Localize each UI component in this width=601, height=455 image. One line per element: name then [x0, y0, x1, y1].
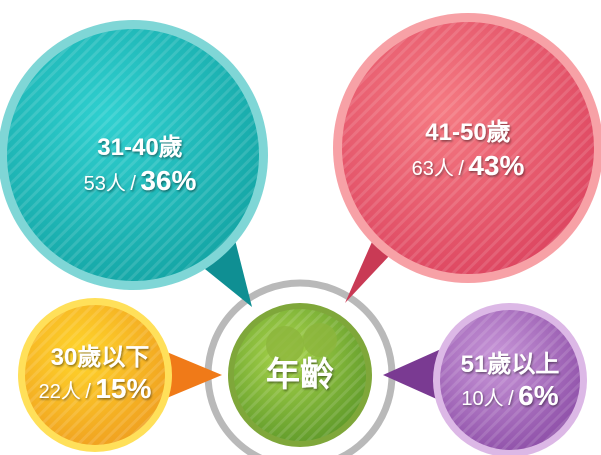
group-count: 10人: [461, 387, 503, 410]
separator: /: [508, 388, 514, 410]
group-share: 36%: [140, 165, 196, 196]
center-ring: [204, 279, 396, 455]
group-label: 41-50歲: [425, 119, 510, 146]
group-stats: 10人 / 6%: [461, 380, 558, 411]
separator: /: [85, 381, 91, 403]
group-share: 43%: [468, 150, 524, 181]
center-label: 年齡: [266, 356, 334, 394]
group-stats: 53人 / 36%: [84, 165, 197, 196]
group-share: 6%: [518, 380, 559, 411]
group-stats: 22人 / 15%: [39, 373, 152, 404]
separator: /: [458, 158, 464, 180]
bubble-41-50: [333, 13, 601, 303]
group-share: 15%: [95, 373, 151, 404]
bubble-over-51: [383, 303, 587, 455]
group-label: 31-40歲: [97, 134, 182, 161]
group-count: 63人: [412, 157, 454, 180]
group-label: 51歲以上: [461, 351, 560, 378]
bubble-31-40: [0, 20, 268, 307]
group-label: 30歲以下: [51, 344, 150, 371]
group-count: 22人: [39, 380, 81, 403]
bubble-under-30: [18, 298, 222, 452]
group-stats: 63人 / 43%: [412, 150, 525, 181]
separator: /: [130, 173, 136, 195]
group-count: 53人: [84, 172, 126, 195]
